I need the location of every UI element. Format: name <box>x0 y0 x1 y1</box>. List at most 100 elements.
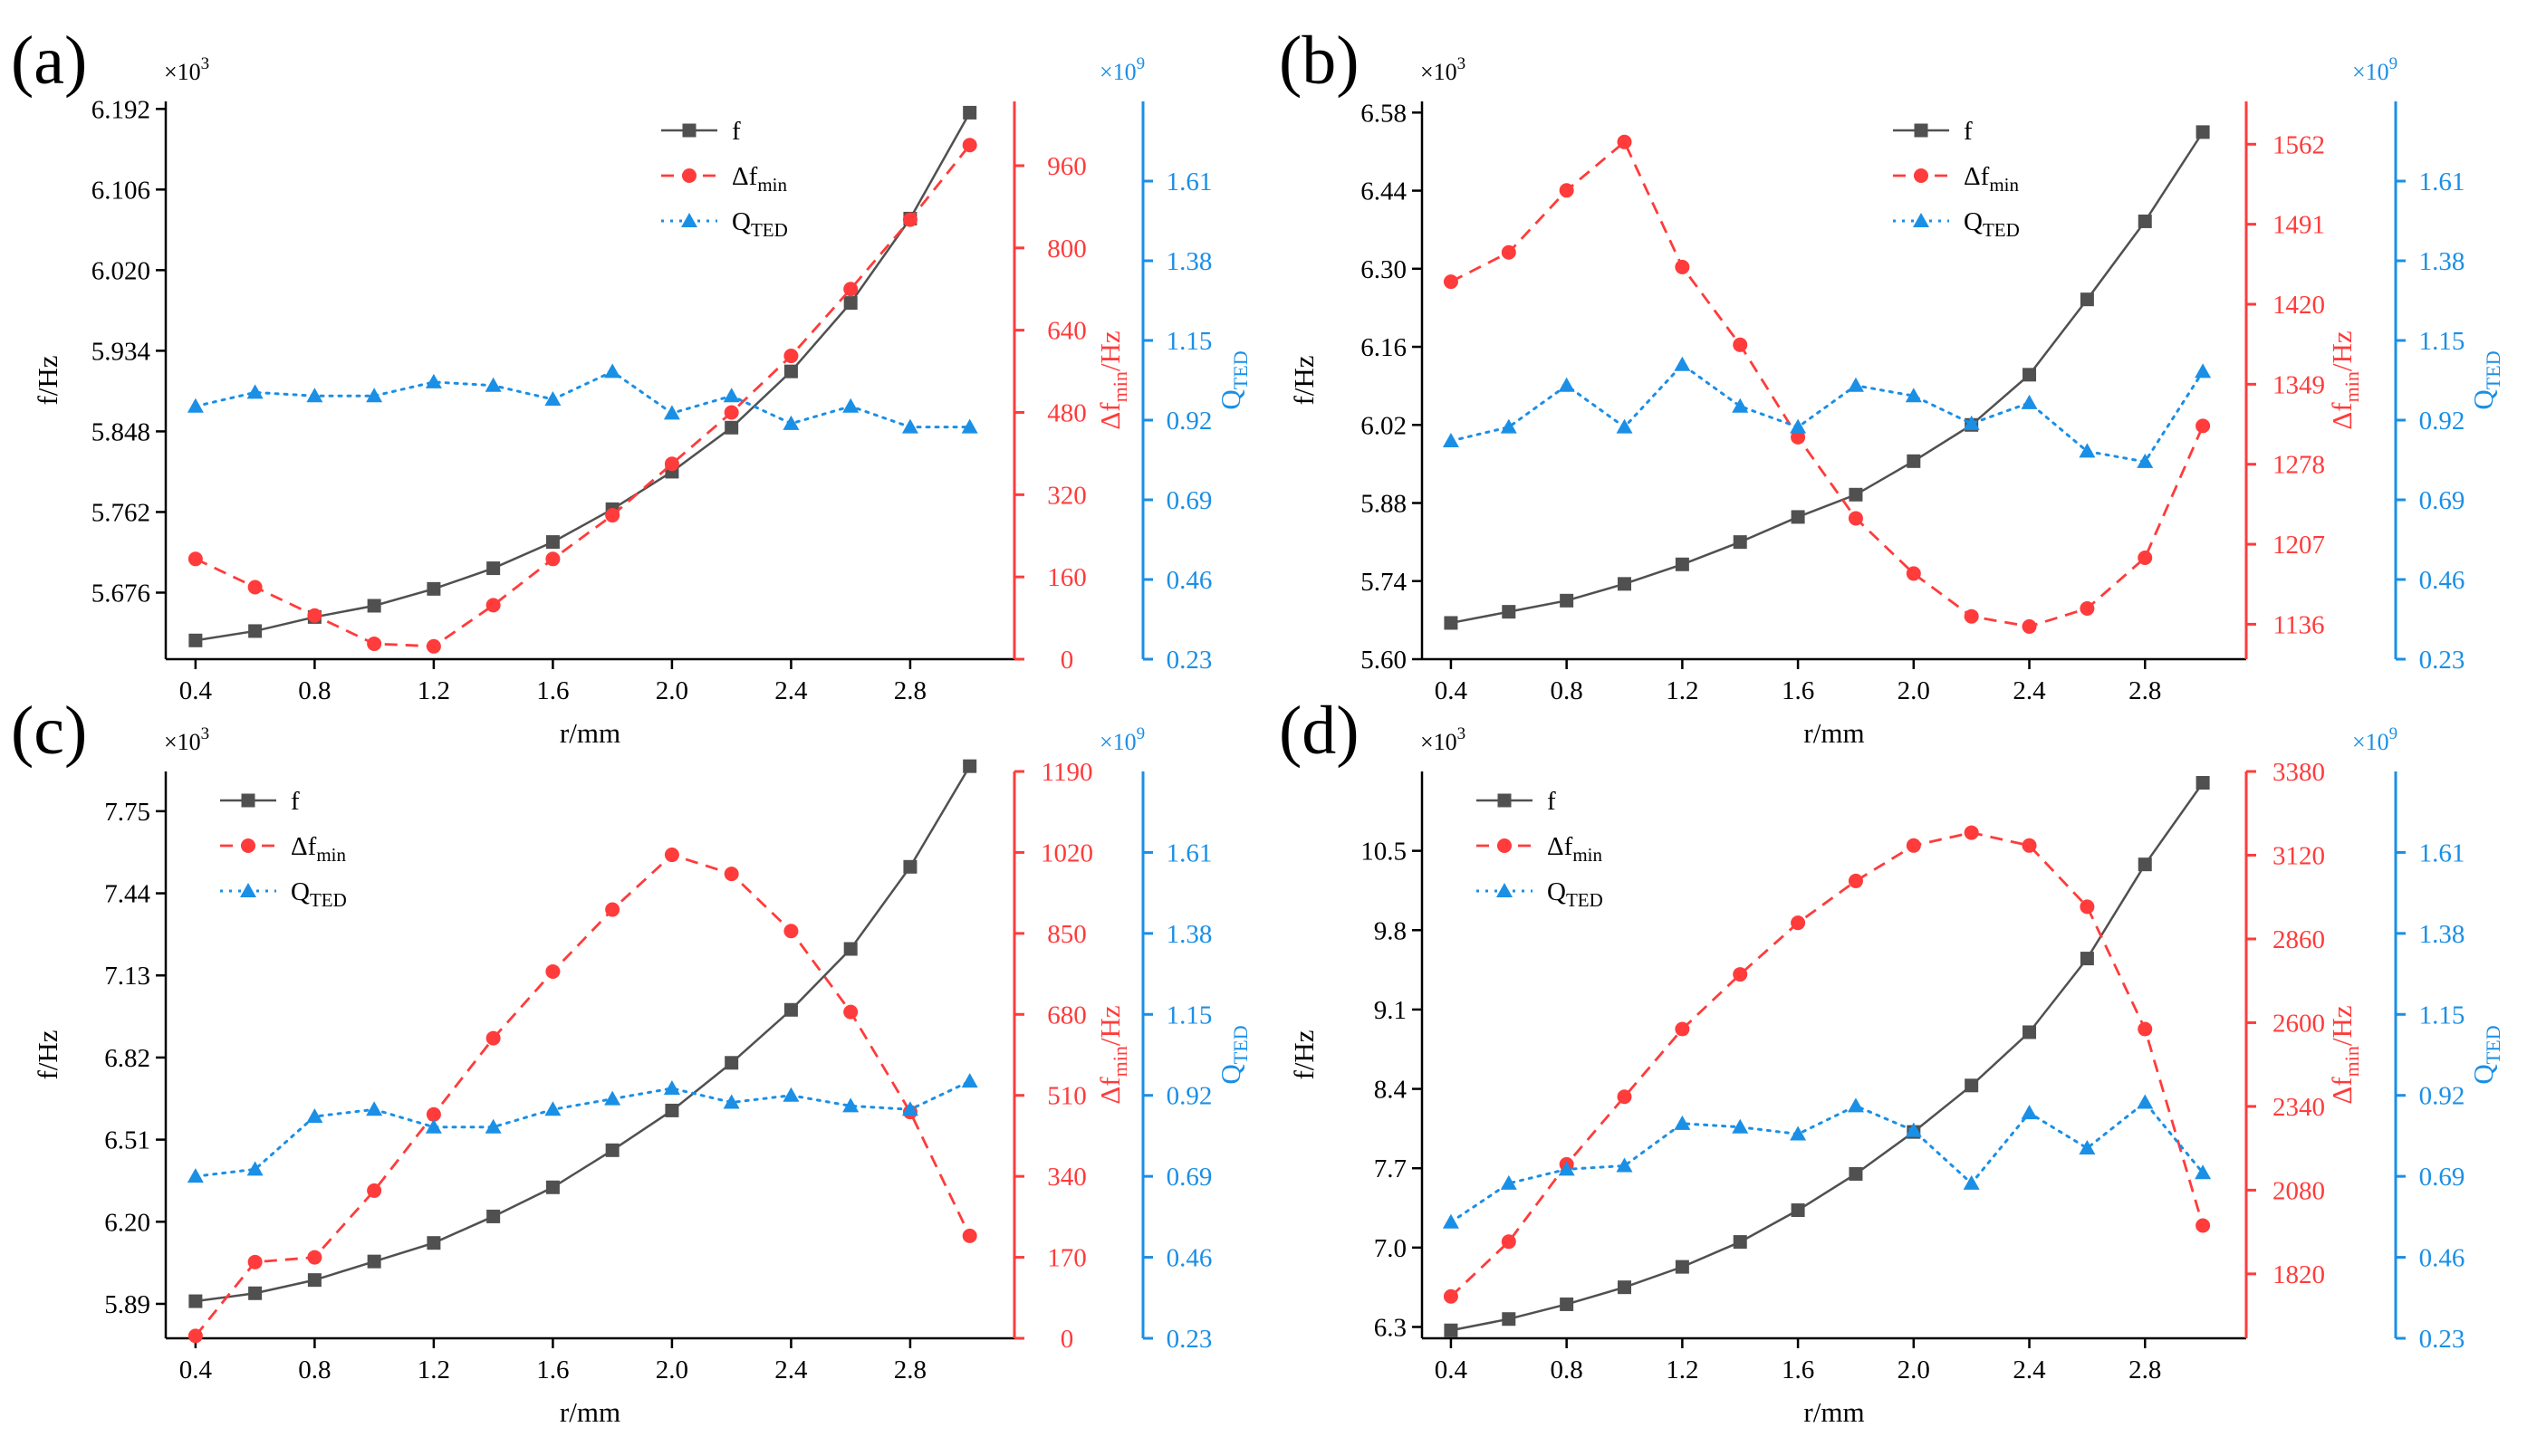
y2-tick-label: 0 <box>1061 646 1074 675</box>
data-point-dfmin <box>605 902 620 917</box>
y3-multiplier-base: ×10 <box>1100 729 1137 755</box>
data-point-dfmin <box>1906 838 1921 853</box>
data-point-dfmin <box>962 1228 977 1243</box>
data-point-qted <box>1558 1161 1575 1176</box>
y2-title-unit: /Hz <box>1094 1005 1126 1046</box>
series-line-qted <box>1449 1100 2205 1224</box>
x-tick-label: 2.8 <box>894 676 927 705</box>
data-point-f <box>903 859 918 874</box>
y2-tick-label: 2600 <box>2272 1009 2325 1038</box>
y1-tick-label: 7.13 <box>104 962 150 991</box>
data-point-qted <box>1847 1097 1864 1113</box>
y3-axis-title: QTED <box>1215 1025 1252 1084</box>
y3-tick-label: 1.15 <box>2419 1001 2465 1030</box>
data-point-f <box>605 1143 620 1157</box>
data-point-qted <box>187 1168 204 1183</box>
y1-tick-label: 6.51 <box>104 1126 150 1155</box>
x-tick-label: 1.6 <box>1782 1355 1814 1384</box>
x-tick-label: 1.6 <box>536 676 569 705</box>
y1-tick-label: 9.8 <box>1374 916 1407 945</box>
y1-multiplier: ×103 <box>164 54 209 85</box>
legend-label-dfmin: Δfmin <box>291 832 346 866</box>
y3-tick-label: 1.61 <box>1167 168 1213 196</box>
y1-tick-label: 6.3 <box>1374 1313 1407 1342</box>
y2-tick-label: 2860 <box>2272 925 2325 954</box>
legend-marker-dfmin <box>241 838 255 853</box>
y2-tick-label: 1278 <box>2272 451 2325 480</box>
data-point-f <box>665 1103 679 1117</box>
y2-tick-label: 0 <box>1061 1325 1074 1354</box>
data-point-f <box>2196 125 2210 139</box>
x-tick-label: 0.8 <box>298 676 331 705</box>
y1-tick-label: 5.89 <box>104 1290 150 1319</box>
data-point-qted <box>1674 1115 1691 1130</box>
x-tick-label: 0.4 <box>1435 1355 1468 1384</box>
data-point-qted <box>901 1101 918 1116</box>
series-f <box>1444 776 2210 1337</box>
legend-text-df: Δf <box>732 162 758 191</box>
data-point-dfmin <box>664 456 679 472</box>
x-axis-title: r/mm <box>560 717 620 749</box>
x-tick-label: 0.4 <box>1435 676 1468 705</box>
legend-text-df: Δf <box>1964 162 1990 191</box>
y2-title-sub: min <box>1109 371 1131 402</box>
y1-tick-label: 5.934 <box>91 337 151 366</box>
data-point-qted <box>842 1097 860 1113</box>
series-qted <box>1442 356 2212 468</box>
y1-tick-label: 7.44 <box>104 880 150 909</box>
y1-multiplier: ×103 <box>1420 54 1465 85</box>
data-point-dfmin <box>367 636 382 651</box>
y1-tick-label: 6.16 <box>1360 333 1407 362</box>
data-point-qted <box>961 418 978 434</box>
data-point-dfmin <box>187 551 203 567</box>
y3-title-sub: TED <box>2482 350 2504 389</box>
y1-multiplier-base: ×10 <box>1420 59 1457 85</box>
y1-tick-label: 6.30 <box>1360 255 1407 284</box>
y3-tick-label: 1.38 <box>2419 920 2465 949</box>
data-point-f <box>427 1236 441 1250</box>
legend-marker-qted <box>240 883 256 897</box>
y3-multiplier-exponent: 9 <box>1137 724 1146 743</box>
legend-marker-f <box>1497 793 1512 808</box>
chart-panel-b: (b) 0.4 0.8 1.2 1.6 2.0 2.4 2.8 5.60 5.74 5.88 6.02… <box>1279 23 2504 749</box>
y3-tick-label: 1.38 <box>1167 920 1213 949</box>
data-point-dfmin <box>1848 873 1863 888</box>
legend-text-df-sub: min <box>1572 844 1602 866</box>
y1-axis-title: f/Hz <box>32 355 63 405</box>
series-line-dfmin <box>1449 831 2205 1298</box>
x-tick-label: 2.8 <box>2128 676 2161 705</box>
series-line-qted <box>1449 362 2205 464</box>
y2-title-main: Δf <box>2326 1077 2358 1105</box>
data-point-f <box>725 1056 739 1070</box>
data-point-qted <box>1847 377 1864 392</box>
y1-tick-label: 6.44 <box>1360 177 1407 206</box>
y3-title-sub: TED <box>2482 1025 2504 1064</box>
data-point-qted <box>783 1087 800 1102</box>
legend-label-dfmin: Δfmin <box>732 162 787 196</box>
legend-marker-f <box>241 793 255 808</box>
y1-tick-label: 10.5 <box>1360 838 1407 867</box>
data-point-f <box>1733 1235 1747 1250</box>
y3-title-main: Q <box>1215 389 1246 409</box>
series-dfmin <box>1443 134 2211 634</box>
data-point-dfmin <box>1443 1288 1458 1304</box>
series-line-dfmin <box>195 144 971 648</box>
data-point-f <box>486 1209 501 1223</box>
data-point-dfmin <box>1733 337 1748 352</box>
y2-tick-label: 480 <box>1047 398 1087 427</box>
data-point-dfmin <box>962 138 977 153</box>
series-line-qted <box>194 1079 972 1178</box>
legend-text-q: Q <box>1547 877 1566 906</box>
data-point-f <box>1791 1203 1805 1218</box>
data-point-f <box>963 105 977 120</box>
legend: f Δfmin QTED <box>1476 787 1603 911</box>
y2-title-unit: /Hz <box>2326 330 2358 371</box>
y1-tick-label: 7.0 <box>1374 1234 1407 1263</box>
y1-tick-label: 6.020 <box>91 256 150 285</box>
data-point-f <box>1675 1260 1689 1274</box>
data-point-f <box>843 296 858 311</box>
y1-tick-label: 5.848 <box>91 417 150 446</box>
y2-axis-title: Δfmin/Hz <box>1094 1005 1131 1104</box>
data-point-qted <box>1790 1126 1807 1141</box>
panel-label: (b) <box>1279 23 1360 99</box>
